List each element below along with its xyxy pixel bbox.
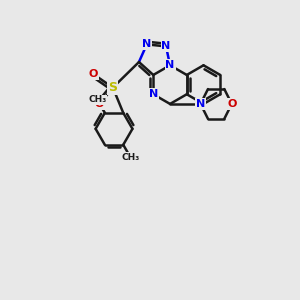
Text: CH₃: CH₃ <box>88 95 106 104</box>
Text: N: N <box>142 39 152 50</box>
Text: CH₃: CH₃ <box>122 153 140 162</box>
Text: S: S <box>108 81 117 94</box>
Text: N: N <box>165 60 175 70</box>
Text: N: N <box>149 89 158 99</box>
Text: N: N <box>196 99 205 109</box>
Text: O: O <box>227 99 236 109</box>
Text: O: O <box>89 69 98 79</box>
Text: N: N <box>165 60 175 70</box>
Text: O: O <box>95 99 104 109</box>
Text: N: N <box>161 41 171 51</box>
